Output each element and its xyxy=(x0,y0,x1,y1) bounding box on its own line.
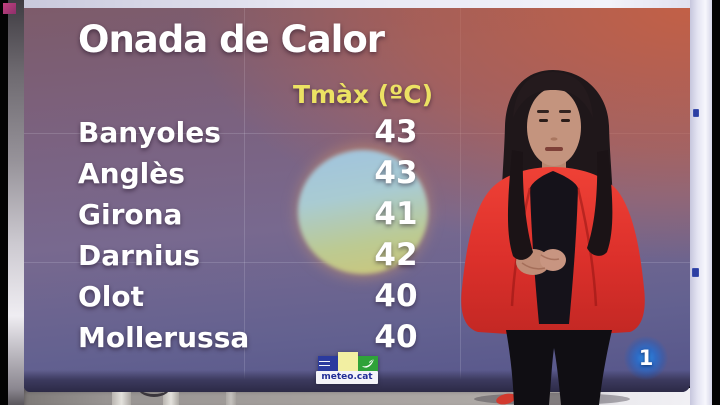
meteocat-blue-square xyxy=(318,356,338,371)
screen-stand-leg xyxy=(226,389,236,405)
screen-stand-leg xyxy=(163,389,179,405)
board-grid-line xyxy=(244,8,245,392)
tmax-column-header: Tmàx (ºC) xyxy=(292,80,434,109)
channel-1-badge: 1 xyxy=(624,336,668,380)
presenter-brow xyxy=(559,110,571,113)
rail-marker-icon xyxy=(693,109,699,117)
tmax-value: 40 xyxy=(374,319,418,355)
tmax-value: 40 xyxy=(374,278,418,314)
rail-marker-icon xyxy=(692,268,699,277)
floor-cable xyxy=(136,384,172,397)
temperature-rows: Banyoles 43 Anglès 43 Girona 41 Darnius … xyxy=(78,112,468,358)
channel-number: 1 xyxy=(638,346,654,370)
table-row: Girona 41 xyxy=(78,194,468,235)
presenter-mouth xyxy=(545,147,563,151)
city-name: Olot xyxy=(78,280,145,313)
meteocat-label: meteo.cat xyxy=(321,372,373,382)
table-row: Mollerussa 40 xyxy=(78,317,468,358)
left-black-edge xyxy=(0,0,8,405)
table-row: Olot 40 xyxy=(78,276,468,317)
presenter-hair-lock xyxy=(587,150,613,256)
magenta-sliver xyxy=(3,3,16,14)
leaf-icon xyxy=(362,359,374,368)
meteocat-text-bar: meteo.cat xyxy=(316,371,378,384)
presenter-hair-lock xyxy=(507,150,533,260)
right-black-edge xyxy=(712,0,720,405)
presenter-figure xyxy=(461,70,645,405)
studio-pole xyxy=(8,0,24,405)
city-name: Banyoles xyxy=(78,116,221,149)
screen-stand-leg xyxy=(112,389,131,405)
presenter-hairline xyxy=(513,72,593,118)
screen-right-rail xyxy=(690,0,712,405)
board-grid-line xyxy=(24,133,690,134)
table-row: Darnius 42 xyxy=(78,235,468,276)
tmax-value: 42 xyxy=(374,237,418,273)
meteocat-green-square xyxy=(358,356,378,371)
tmax-value: 43 xyxy=(374,114,418,150)
city-name: Mollerussa xyxy=(78,321,250,354)
presenter-face xyxy=(527,88,581,166)
tmax-value: 43 xyxy=(374,155,418,191)
table-row: Anglès 43 xyxy=(78,153,468,194)
presenter-eye xyxy=(561,119,570,122)
red-shoe xyxy=(496,393,516,405)
meteocat-squares xyxy=(318,352,382,371)
screen-top-edge xyxy=(24,0,712,9)
presenter-black-top xyxy=(530,171,578,324)
city-name: Anglès xyxy=(78,157,185,190)
sun-glow-circle xyxy=(298,150,428,274)
presenter-eye xyxy=(539,119,548,122)
presenter-brow xyxy=(537,110,549,113)
meteocat-yellow-square xyxy=(338,352,358,371)
page-title: Onada de Calor xyxy=(78,18,385,61)
meteocat-logo: meteo.cat xyxy=(316,352,382,384)
tmax-value: 41 xyxy=(374,196,418,232)
board-grid-line xyxy=(460,8,461,392)
table-row: Banyoles 43 xyxy=(78,112,468,153)
city-name: Girona xyxy=(78,198,183,231)
city-name: Darnius xyxy=(78,239,201,272)
presenter-nose xyxy=(550,137,558,141)
hand-finger-lines xyxy=(521,254,560,270)
presenter-trousers xyxy=(506,330,612,405)
